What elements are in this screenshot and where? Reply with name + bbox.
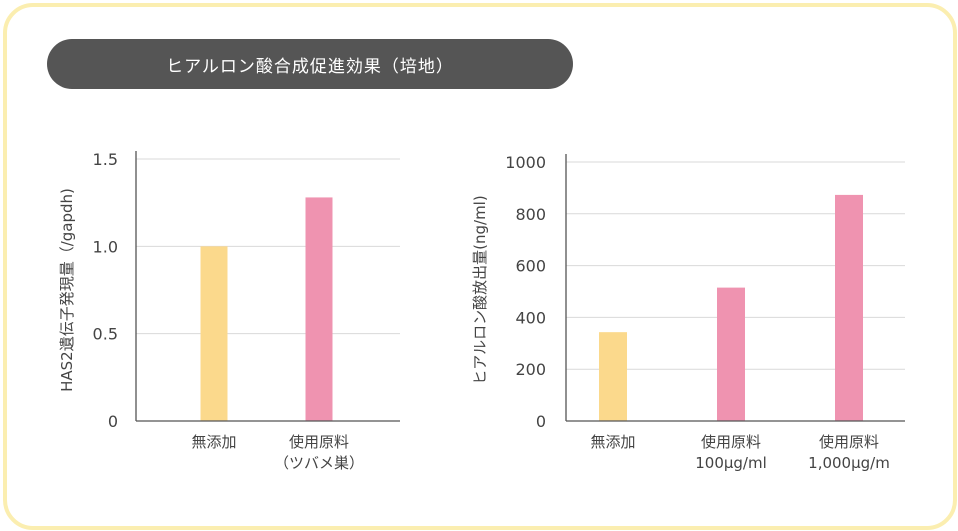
bar — [305, 197, 333, 421]
y-axis-label: ヒアルロン酸放出量(ng/ml) — [471, 195, 489, 384]
y-tick-label: 1000 — [505, 153, 546, 172]
x-category-label: 1,000μg/m — [808, 454, 890, 472]
y-axis-label: HAS2遺伝子発現量（/gapdh) — [58, 188, 76, 392]
bar — [200, 246, 228, 421]
y-tick-label: 0 — [108, 412, 118, 431]
y-tick-label: 0 — [536, 412, 546, 431]
card-frame — [3, 3, 957, 530]
x-category-label: 使用原料 — [701, 433, 761, 451]
y-tick-label: 1.5 — [93, 150, 118, 169]
y-tick-label: 600 — [515, 257, 546, 276]
y-tick-label: 200 — [515, 360, 546, 379]
y-tick-label: 400 — [515, 308, 546, 327]
y-tick-label: 0.5 — [93, 325, 118, 344]
bar — [835, 194, 863, 421]
x-category-label: 使用原料 — [289, 433, 349, 451]
y-tick-label: 800 — [515, 205, 546, 224]
chart-has2-expression: 0 0.5 1.0 1.5 無添加 使用原料 （ツバメ巣） HAS2遺伝子発現量（/gapdh… — [58, 150, 400, 472]
y-tick-label: 1.0 — [93, 237, 118, 256]
x-category-label: 100μg/ml — [695, 454, 767, 472]
bar — [717, 287, 745, 421]
x-category-label: 使用原料 — [819, 433, 879, 451]
x-category-label: 無添加 — [191, 433, 236, 451]
x-category-label: （ツバメ巣） — [274, 454, 364, 472]
chart-hyaluronic-acid-release: 0 200 400 600 800 1000 無添加 使用原料 100μg/ml 使用原料 1,00… — [471, 153, 905, 472]
bar — [599, 332, 627, 421]
chart-title: ヒアルロン酸合成促進効果（培地） — [47, 39, 573, 89]
x-category-label: 無添加 — [590, 433, 635, 451]
